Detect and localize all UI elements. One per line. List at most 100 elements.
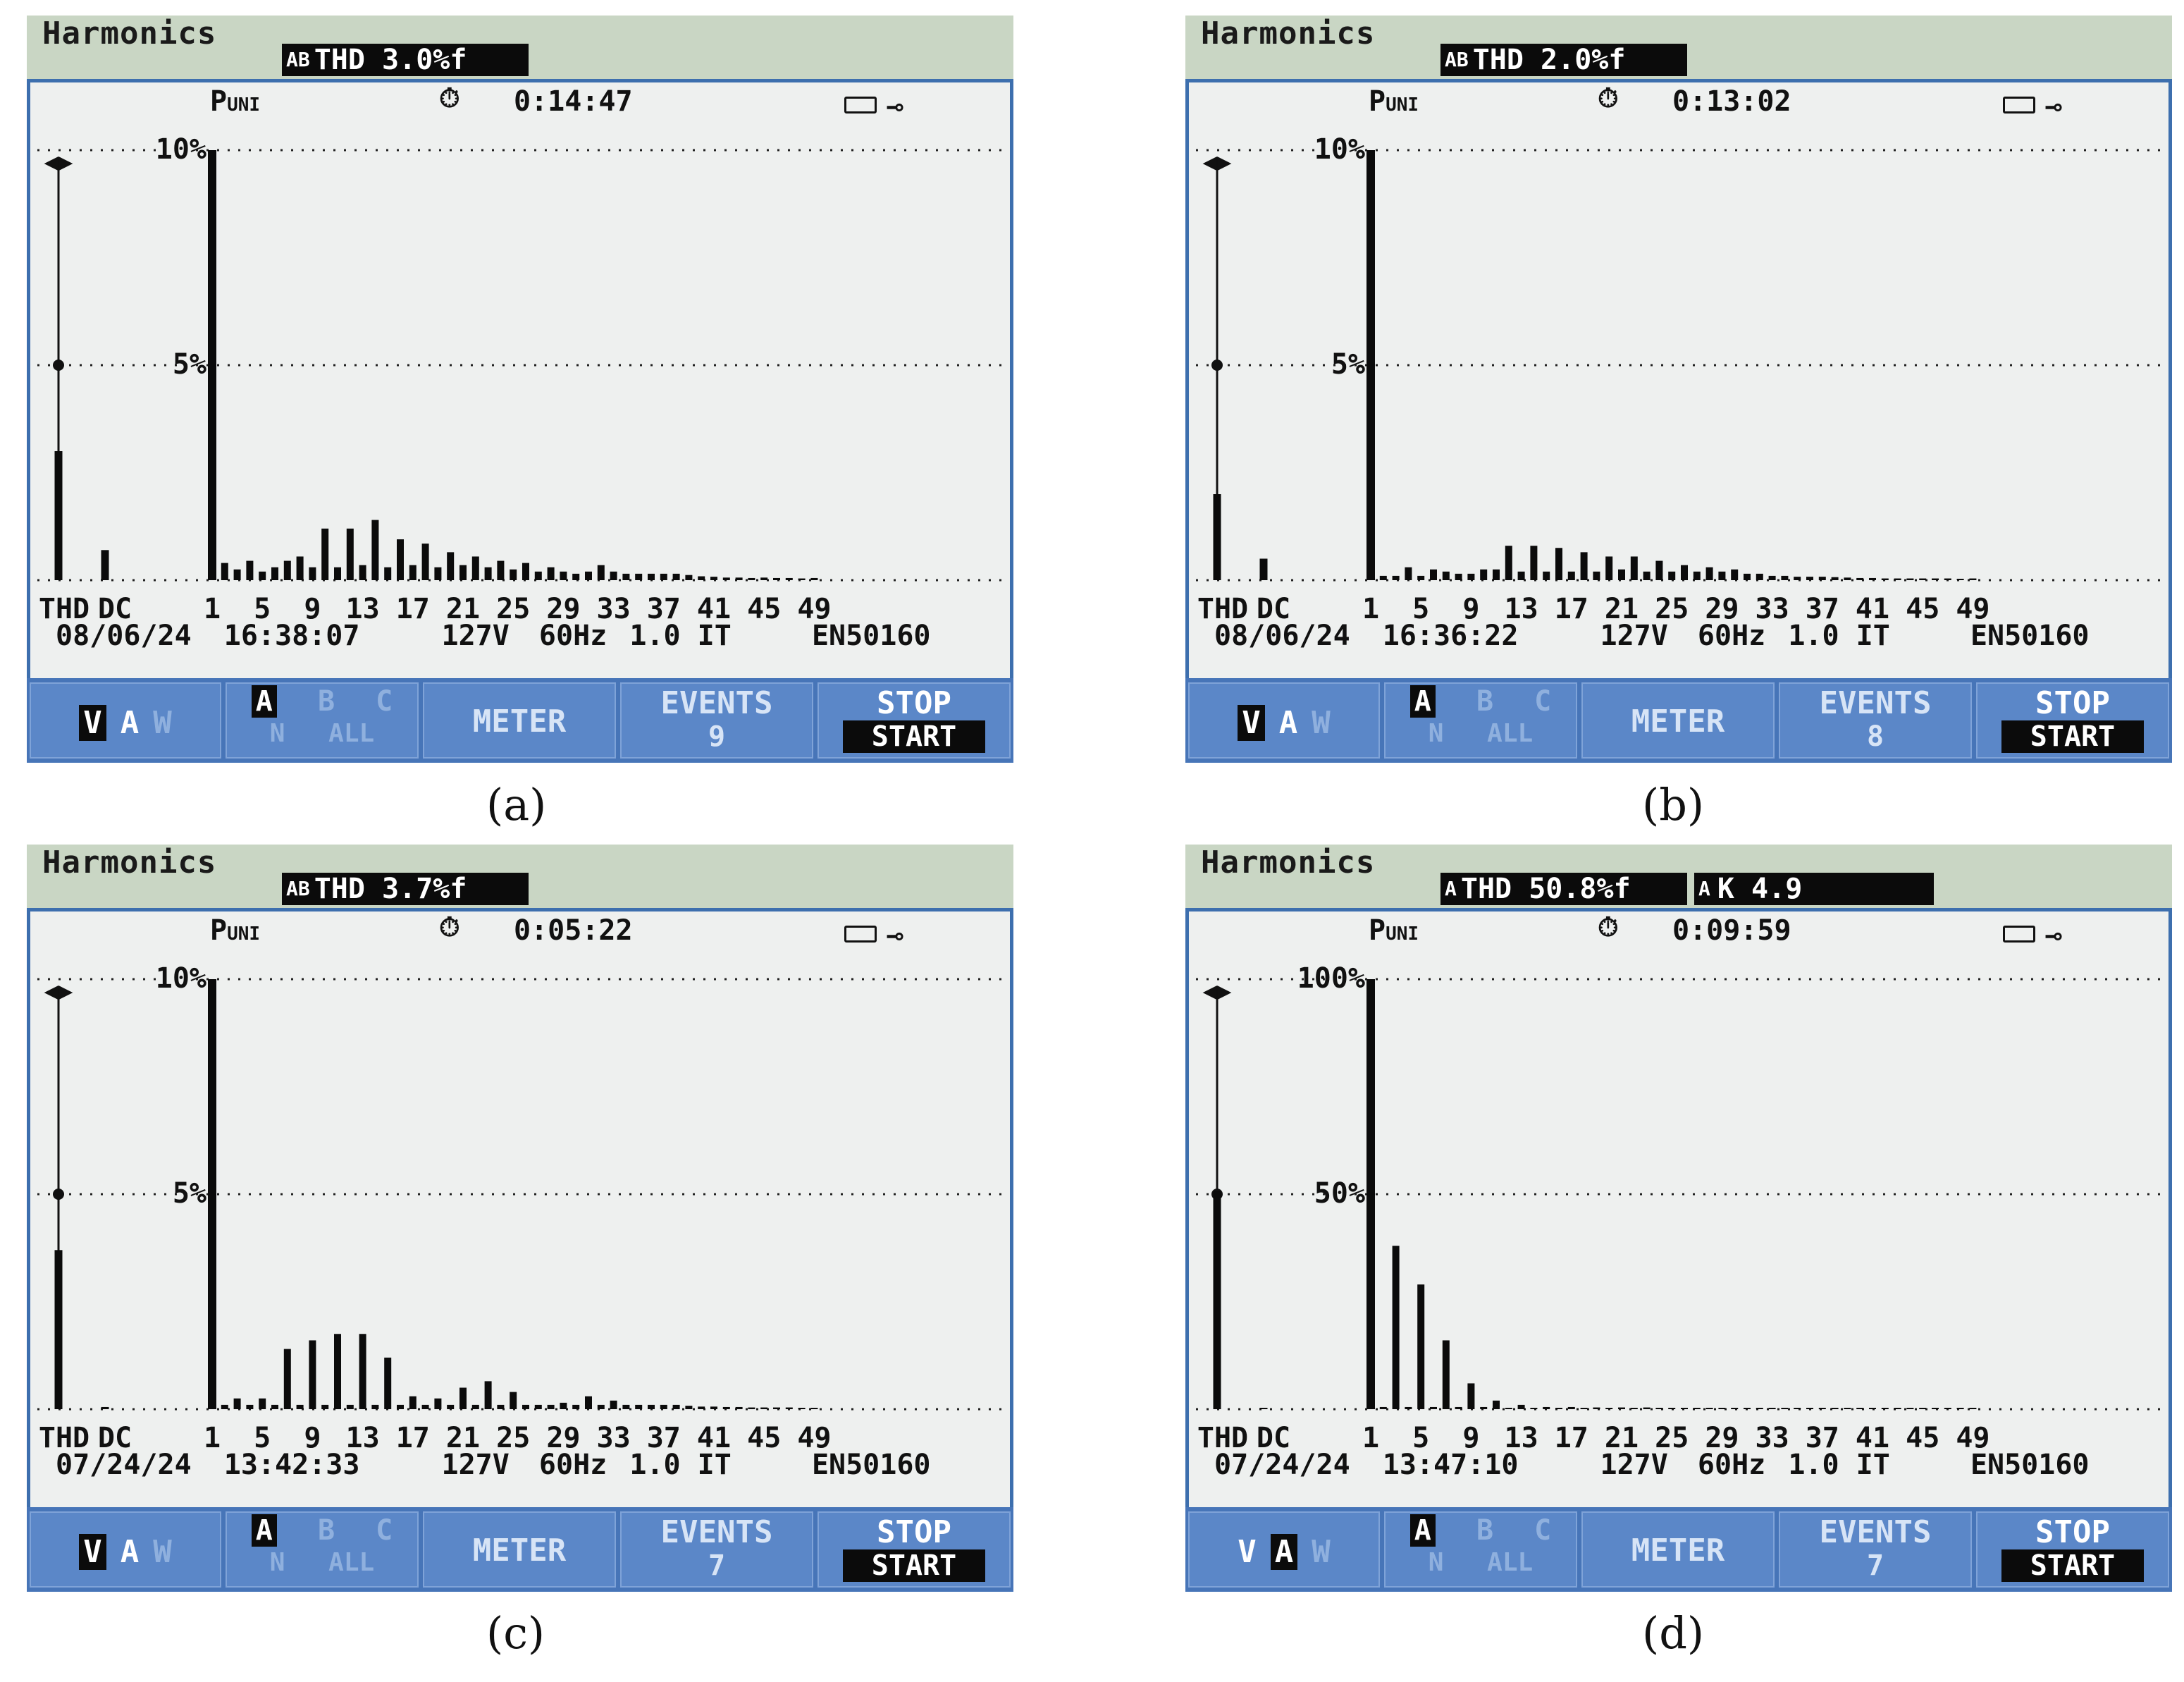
tick-label: 13 xyxy=(346,593,380,625)
meas-a[interactable]: A xyxy=(1278,705,1298,741)
tick-label: 21 xyxy=(446,1422,480,1454)
events-button[interactable]: EVENTS 8 xyxy=(1779,682,1972,759)
battery-icon xyxy=(2003,926,2035,943)
bar-h12 xyxy=(1505,546,1512,580)
meas-v[interactable]: V xyxy=(79,705,106,741)
events-button[interactable]: EVENTS 7 xyxy=(1779,1511,1972,1588)
start-label: START xyxy=(843,1549,985,1582)
bar-h22 xyxy=(1630,1408,1638,1409)
meter-button[interactable]: METER xyxy=(1581,682,1775,759)
phase-n[interactable]: N xyxy=(1428,1548,1444,1577)
stop-start-button[interactable]: STOP START xyxy=(818,1511,1011,1588)
bar-h23 xyxy=(1643,1407,1651,1409)
stop-start-button[interactable]: STOP START xyxy=(1976,682,2169,759)
bar-h42 xyxy=(722,577,730,580)
battery-icon xyxy=(2003,97,2035,113)
bar-h26 xyxy=(522,1404,529,1409)
events-button[interactable]: EVENTS 7 xyxy=(620,1511,813,1588)
meas-v[interactable]: V xyxy=(1238,1534,1257,1570)
phase-all[interactable]: ALL xyxy=(328,1548,375,1577)
bar-h11 xyxy=(1493,1400,1500,1409)
phase-b[interactable]: B xyxy=(317,685,335,718)
tick-label: 45 xyxy=(1906,593,1939,625)
phase-all[interactable]: ALL xyxy=(1487,719,1534,748)
cursor-marker xyxy=(1211,360,1223,371)
softkey-phase[interactable]: A B C N ALL xyxy=(1384,1511,1577,1588)
phase-n[interactable]: N xyxy=(269,719,285,748)
bar-h17 xyxy=(1567,1406,1575,1409)
bar-h40 xyxy=(1856,577,1864,580)
status-date: 08/06/24 xyxy=(56,620,192,652)
stop-start-button[interactable]: STOP START xyxy=(1976,1511,2169,1588)
bar-h6 xyxy=(271,1404,278,1409)
phase-a[interactable]: A xyxy=(251,685,277,718)
meter-button[interactable]: METER xyxy=(423,682,616,759)
softkey-phase[interactable]: A B C N ALL xyxy=(226,682,419,759)
events-button[interactable]: EVENTS 9 xyxy=(620,682,813,759)
tick-label: 49 xyxy=(797,1422,831,1454)
phase-n[interactable]: N xyxy=(269,1548,285,1577)
bar-h20 xyxy=(1605,1408,1613,1409)
meas-a[interactable]: A xyxy=(1270,1534,1298,1570)
bar-h3 xyxy=(1392,575,1400,580)
phase-b[interactable]: B xyxy=(1476,685,1494,718)
bar-h20 xyxy=(447,1404,455,1409)
meter-button[interactable]: METER xyxy=(423,1511,616,1588)
softkey-phase[interactable]: A B C N ALL xyxy=(226,1511,419,1588)
bar-h19 xyxy=(434,567,442,580)
status-voltage: 127V xyxy=(441,1449,510,1481)
thd-readout: A THD 50.8%f xyxy=(1440,873,1687,905)
tick-label: 25 xyxy=(496,593,530,625)
bar-h6 xyxy=(271,567,278,580)
phase-b[interactable]: B xyxy=(1476,1514,1494,1547)
phase-c[interactable]: C xyxy=(376,685,393,718)
meas-w[interactable]: W xyxy=(153,1534,172,1570)
meas-v[interactable]: V xyxy=(1238,705,1265,741)
tick-label: 49 xyxy=(1956,1422,1989,1454)
tick-label: 13 xyxy=(1505,593,1538,625)
phase-c[interactable]: C xyxy=(376,1514,393,1547)
bar-h45 xyxy=(760,1407,768,1409)
stop-label: STOP xyxy=(877,685,951,721)
phase-a[interactable]: A xyxy=(251,1514,277,1547)
bar-h29 xyxy=(1718,571,1726,580)
cursor-arrows-icon[interactable]: ◀▶ xyxy=(44,148,73,176)
meas-w[interactable]: W xyxy=(1312,1534,1331,1570)
phase-a[interactable]: A xyxy=(1409,1514,1436,1547)
tick-label: 37 xyxy=(647,593,681,625)
cursor-arrows-icon[interactable]: ◀▶ xyxy=(1203,977,1232,1005)
tick-label: 25 xyxy=(1655,1422,1689,1454)
meas-w[interactable]: W xyxy=(153,705,172,741)
thd-readout: AB THD 3.0%f xyxy=(282,44,529,76)
bar-h10 xyxy=(321,528,329,580)
phase-all[interactable]: ALL xyxy=(1487,1548,1534,1577)
stop-start-button[interactable]: STOP START xyxy=(818,682,1011,759)
meas-w[interactable]: W xyxy=(1312,705,1331,741)
tick-label: 29 xyxy=(1705,593,1739,625)
softkey-phase[interactable]: A B C N ALL xyxy=(1384,682,1577,759)
stopwatch-icon: ⏱ xyxy=(439,82,460,113)
cursor-arrows-icon[interactable]: ◀▶ xyxy=(44,977,73,1005)
phase-a[interactable]: A xyxy=(1409,685,1436,718)
meas-v[interactable]: V xyxy=(79,1534,106,1570)
meas-a[interactable]: A xyxy=(120,705,140,741)
phase-all[interactable]: ALL xyxy=(328,719,375,748)
bar-h17 xyxy=(409,565,417,580)
cursor-arrows-icon[interactable]: ◀▶ xyxy=(1203,148,1232,176)
bar-h13 xyxy=(359,1334,366,1409)
meter-button[interactable]: METER xyxy=(1581,1511,1775,1588)
tick-label: 9 xyxy=(1462,593,1479,625)
phase-n[interactable]: N xyxy=(1428,719,1444,748)
meas-a[interactable]: A xyxy=(120,1534,140,1570)
phase-c[interactable]: C xyxy=(1534,685,1552,718)
phase-c[interactable]: C xyxy=(1534,1514,1552,1547)
bar-h44 xyxy=(1906,578,1914,580)
status-date: 08/06/24 xyxy=(1214,620,1350,652)
phase-b[interactable]: B xyxy=(317,1514,335,1547)
bar-h12 xyxy=(346,528,354,580)
bar-h31 xyxy=(1744,1408,1751,1409)
